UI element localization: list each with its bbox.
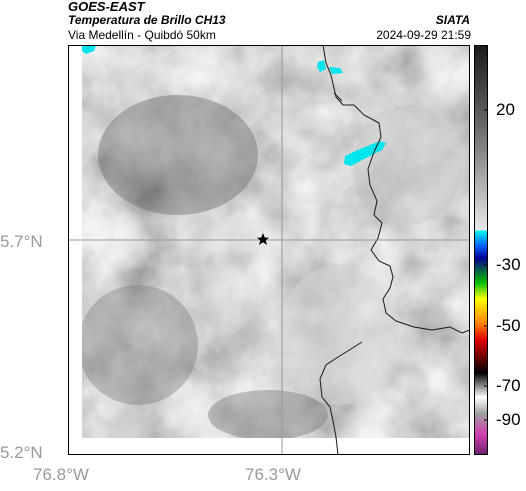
location-star-icon bbox=[256, 233, 270, 245]
cold-cloud-patch bbox=[82, 45, 96, 54]
lon-label-76-8: 76.8°W bbox=[33, 465, 89, 484]
river-line bbox=[333, 92, 343, 102]
temperature-colorbar bbox=[474, 45, 488, 455]
colorbar-tick-minus50: -50 bbox=[496, 316, 521, 335]
cold-cloud-patch bbox=[344, 141, 386, 166]
colorbar-tick-minus70: -70 bbox=[496, 376, 521, 395]
border-line bbox=[322, 45, 470, 334]
satellite-title: GOES-EAST bbox=[68, 0, 145, 14]
colorbar-tick-minus30: -30 bbox=[496, 255, 521, 274]
product-title: Temperatura de Brillo CH13 bbox=[68, 13, 226, 27]
colorbar-tick-minus90: -90 bbox=[496, 410, 521, 429]
datetime-label: 2024-09-29 21:59 bbox=[376, 28, 471, 42]
map-frame bbox=[68, 45, 470, 455]
cold-cloud-patch bbox=[329, 67, 343, 74]
border-line bbox=[319, 341, 363, 455]
route-subtitle: Via Medellín - Quibdó 50km bbox=[68, 28, 216, 42]
cold-cloud-patch bbox=[317, 60, 326, 72]
lon-label-76-3: 76.3°W bbox=[245, 465, 301, 484]
org-label: SIATA bbox=[435, 13, 470, 27]
cold-cloud-patches bbox=[82, 45, 386, 166]
colorbar-tick-20: 20 bbox=[496, 100, 515, 119]
lat-label-5-7: 5.7°N bbox=[0, 232, 43, 251]
lat-label-5-2: 5.2°N bbox=[0, 443, 43, 462]
satellite-map bbox=[68, 45, 470, 455]
